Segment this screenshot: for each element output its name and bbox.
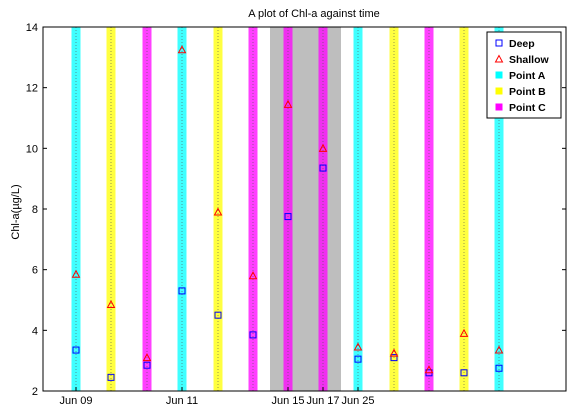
legend-marker-deep <box>495 39 503 47</box>
station-band <box>106 27 116 391</box>
deep-point <box>72 346 80 354</box>
shaded-period-band <box>270 27 341 391</box>
deep-point <box>107 373 115 381</box>
station-band <box>494 27 504 391</box>
station-band <box>142 27 152 391</box>
y-tick-label: 10 <box>26 143 38 155</box>
station-band <box>353 27 363 391</box>
y-tick-label: 2 <box>32 386 38 398</box>
y-tick-label: 6 <box>32 265 38 277</box>
y-tick-label: 14 <box>26 22 38 34</box>
deep-point <box>460 369 468 377</box>
legend-label: Point C <box>509 102 546 114</box>
y-axis-label: Chl-a(µg/L) <box>10 184 22 239</box>
station-band <box>248 27 258 391</box>
station-band <box>318 27 328 391</box>
shallow-point <box>177 45 187 54</box>
station-band <box>424 27 434 391</box>
legend-swatch <box>495 103 503 111</box>
station-band <box>283 27 293 391</box>
deep-point <box>354 355 362 363</box>
y-tick-label: 12 <box>26 83 38 95</box>
legend-marker-shallow <box>494 54 504 63</box>
legend-label: Point A <box>509 70 546 82</box>
y-tick-label: 8 <box>32 204 38 216</box>
legend-swatch <box>495 71 503 79</box>
x-tick-label: Jun 15 <box>271 395 304 405</box>
shallow-point <box>459 328 469 337</box>
legend: Deep Shallow Point A Point B Point C <box>486 31 562 119</box>
station-band <box>71 27 81 391</box>
legend-label: Point B <box>509 86 546 98</box>
plot-area: 2 4 6 8 10 12 14 Jun 09 Jun 11 Jun 15 Jun 17 Jun 25… <box>26 22 567 407</box>
station-band <box>177 27 187 391</box>
shallow-point <box>318 143 328 152</box>
shallow-point <box>71 269 81 278</box>
deep-point <box>319 164 327 172</box>
legend-swatch <box>495 87 503 95</box>
shallow-point <box>283 99 293 108</box>
shallow-point <box>213 207 223 216</box>
x-tick-label: Jun 09 <box>59 395 92 405</box>
shallow-point <box>494 345 504 354</box>
deep-point <box>143 361 151 369</box>
x-tick-label: Jun 17 <box>306 395 339 405</box>
y-tick-label: 4 <box>32 325 38 337</box>
deep-point <box>249 331 257 339</box>
deep-point <box>178 287 186 295</box>
shallow-point <box>353 342 363 351</box>
station-band <box>459 27 469 391</box>
shallow-point <box>106 299 116 309</box>
shallow-point <box>424 365 434 374</box>
chart-title: A plot of Chl-a against time <box>248 8 379 20</box>
deep-point <box>390 354 398 362</box>
station-band <box>389 27 399 391</box>
shallow-point <box>389 348 399 357</box>
x-tick-label: Jun 25 <box>341 395 374 405</box>
shallow-point <box>248 271 258 280</box>
deep-point <box>495 364 503 372</box>
deep-point <box>284 213 292 221</box>
shallow-point <box>142 353 152 362</box>
deep-point <box>214 311 222 319</box>
x-tick-label: Jun 11 <box>166 395 198 405</box>
legend-label: Shallow <box>509 54 550 66</box>
legend-label: Deep <box>509 38 535 50</box>
